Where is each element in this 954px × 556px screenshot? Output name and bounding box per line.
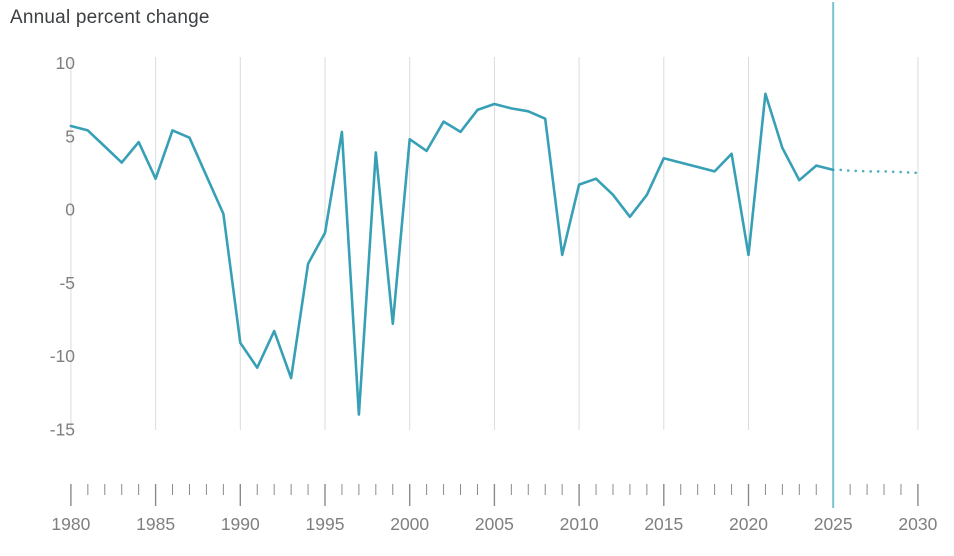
y-axis-label--5: -5 bbox=[59, 273, 75, 293]
y-axis-label-10: 10 bbox=[56, 53, 76, 73]
chart-title: Annual percent change bbox=[10, 7, 210, 28]
x-axis-label-2005: 2005 bbox=[475, 514, 514, 534]
x-axis-label-2015: 2015 bbox=[644, 514, 683, 534]
vertical-gridlines bbox=[70, 57, 919, 430]
x-axis-label-2020: 2020 bbox=[729, 514, 768, 534]
x-axis-label-2000: 2000 bbox=[390, 514, 429, 534]
y-axis-label-5: 5 bbox=[65, 126, 75, 146]
x-axis-ticks bbox=[70, 484, 919, 506]
y-axis-label-0: 0 bbox=[65, 200, 75, 220]
x-axis-label-1990: 1990 bbox=[221, 514, 260, 534]
x-axis-label-2010: 2010 bbox=[560, 514, 599, 534]
x-axis-labels: 1980 1985 1990 1995 2000 2005 2010 2015 2020 2025… bbox=[51, 514, 937, 534]
x-axis-label-2030: 2030 bbox=[898, 514, 937, 534]
historical-series-line bbox=[69, 92, 835, 416]
y-axis-label--15: -15 bbox=[50, 419, 75, 439]
x-axis-label-1980: 1980 bbox=[51, 514, 90, 534]
x-axis-label-1995: 1995 bbox=[306, 514, 345, 534]
y-axis-labels: 10 5 0 -5 -10 -15 bbox=[50, 53, 76, 439]
x-axis-label-2025: 2025 bbox=[814, 514, 853, 534]
x-axis-label-1985: 1985 bbox=[136, 514, 175, 534]
forecast-series-line bbox=[839, 168, 920, 175]
y-axis-label--10: -10 bbox=[50, 346, 76, 366]
